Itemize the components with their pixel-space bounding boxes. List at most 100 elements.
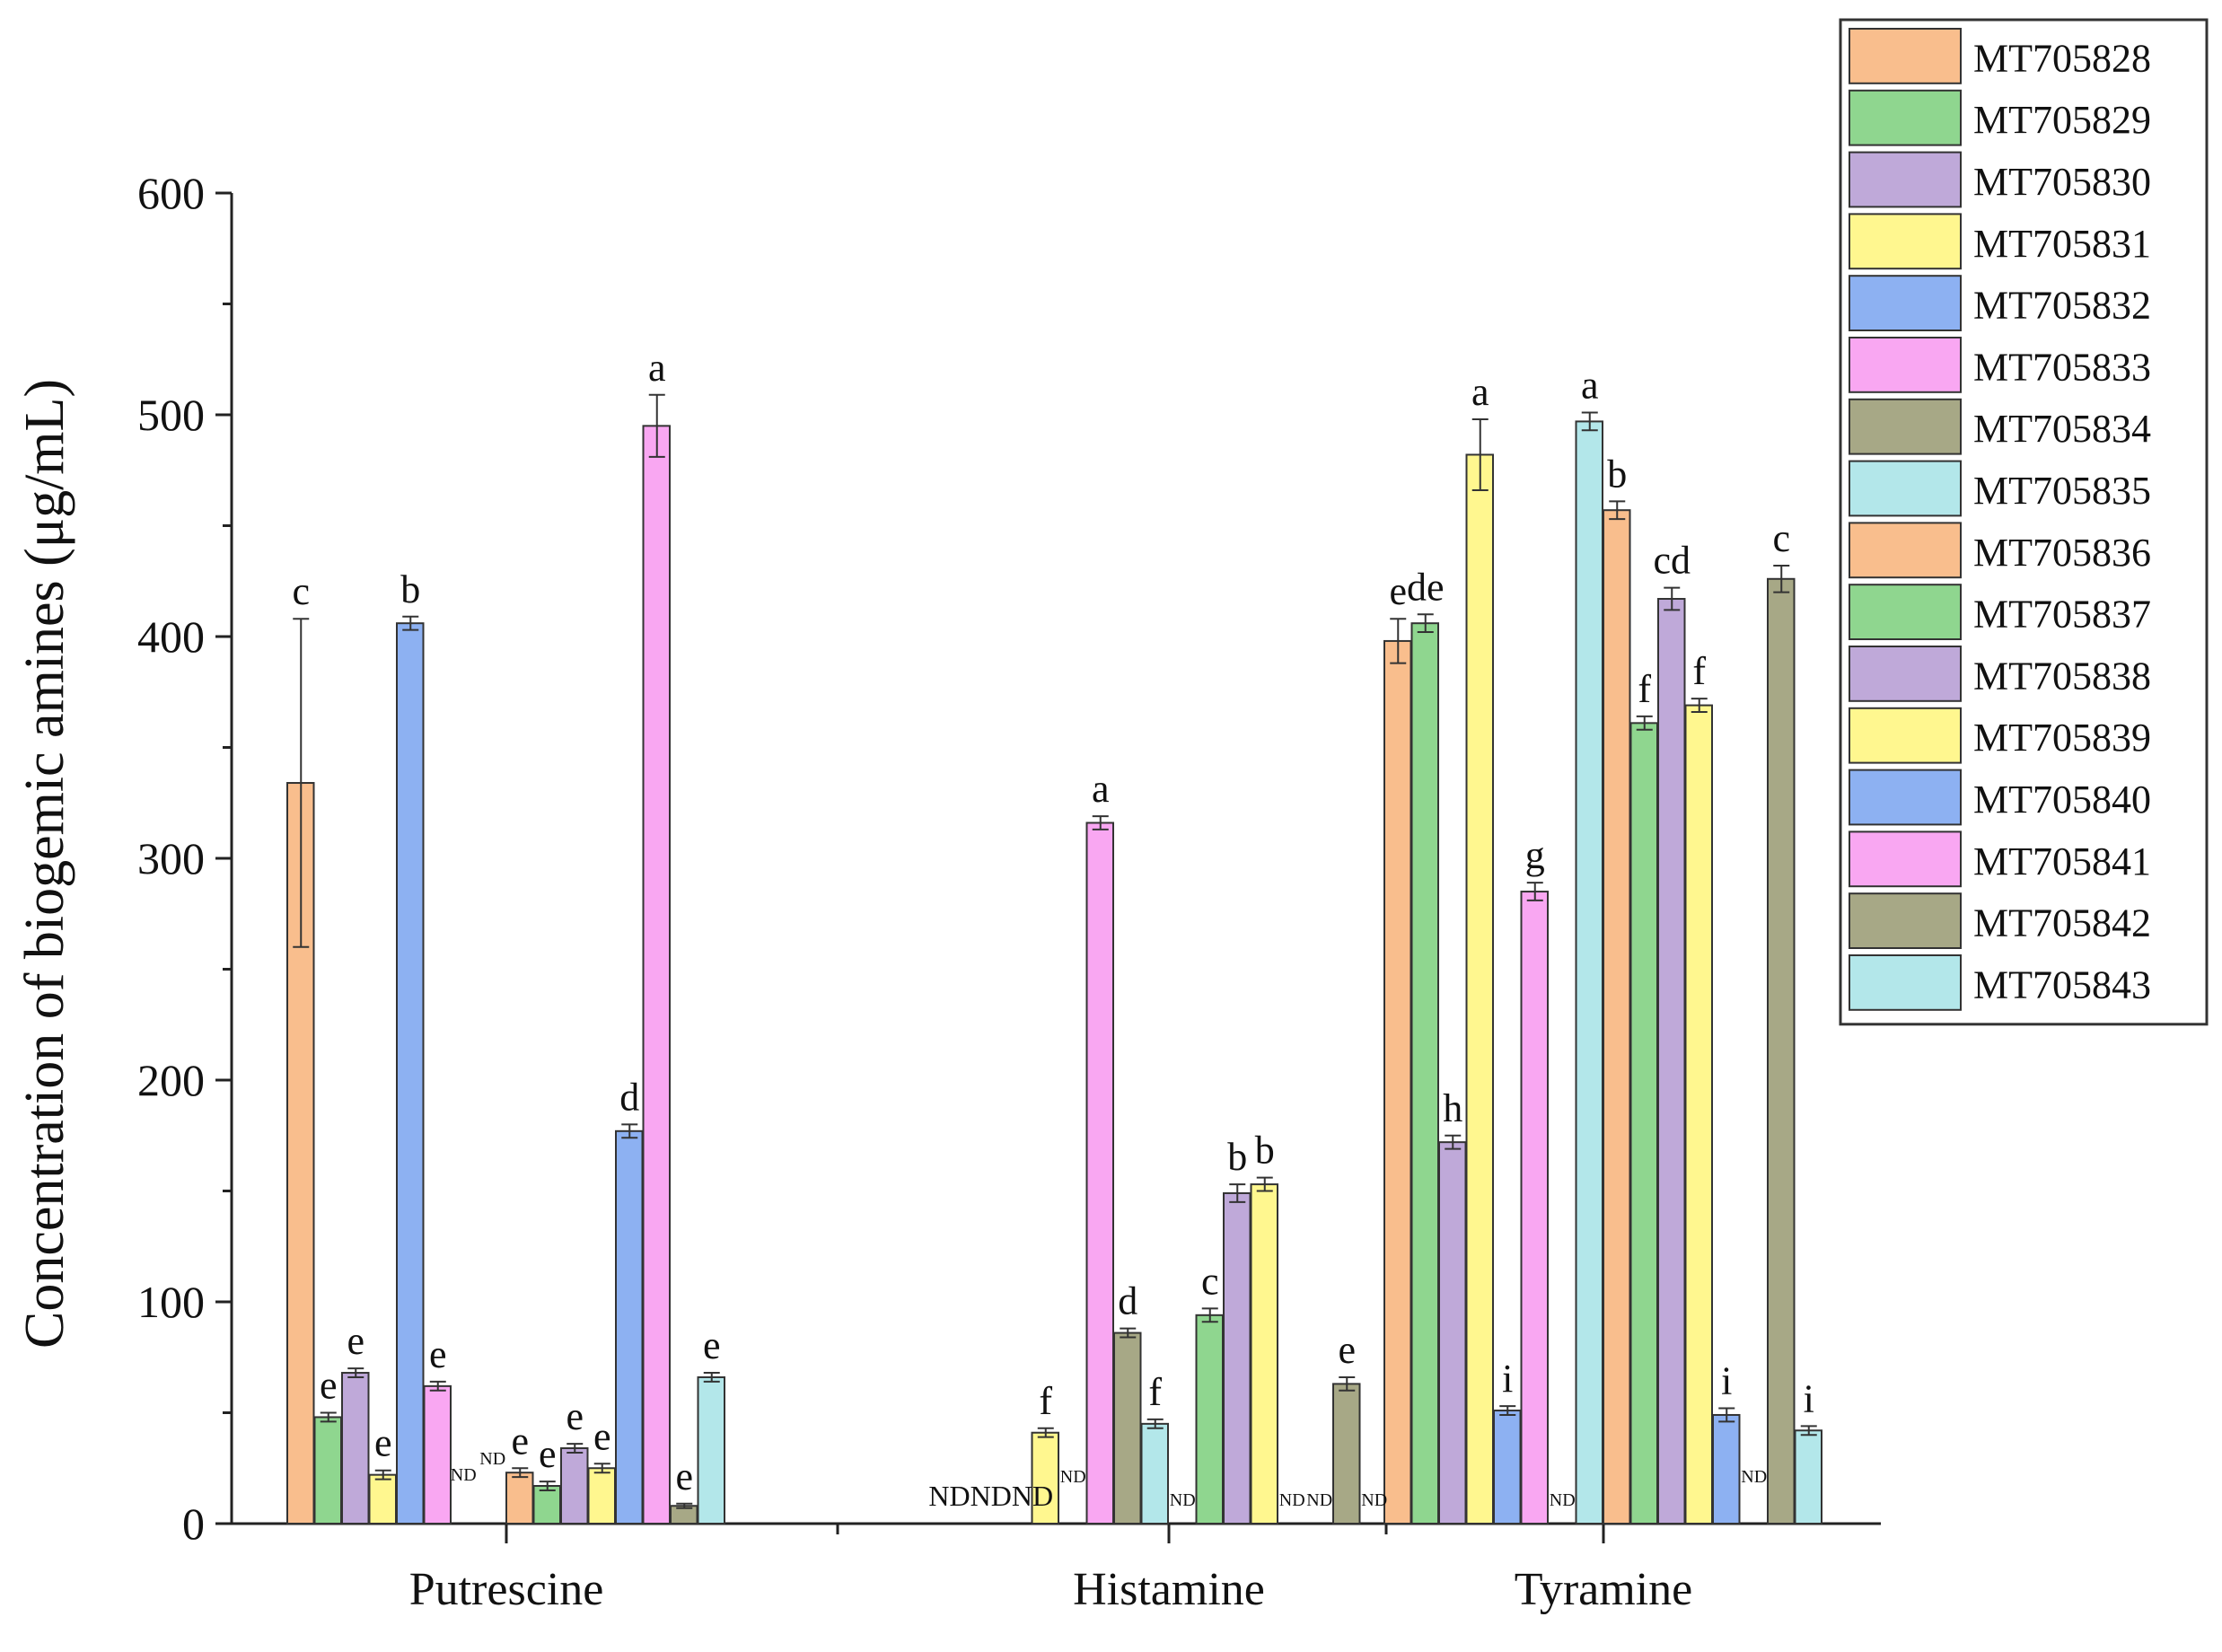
legend-swatch <box>1849 707 1962 764</box>
significance-label: cd <box>1653 539 1691 583</box>
y-tick-label: 400 <box>137 611 205 662</box>
bar <box>587 1467 616 1525</box>
significance-label: b <box>1227 1135 1247 1179</box>
legend-swatch <box>1849 337 1962 393</box>
legend-entry-label: MT705837 <box>1973 593 2151 637</box>
significance-label: f <box>1692 649 1706 693</box>
nd-label: ND <box>1741 1467 1767 1487</box>
legend-swatch <box>1849 892 1962 950</box>
significance-label: a <box>1471 370 1489 414</box>
significance-label: i <box>1502 1357 1513 1401</box>
legend-swatch <box>1849 89 1962 146</box>
y-tick-label: 500 <box>137 390 205 440</box>
legend-swatch <box>1849 769 1962 826</box>
significance-label: i <box>1721 1359 1732 1403</box>
significance-label: b <box>1255 1129 1275 1173</box>
legend-swatch <box>1849 213 1962 270</box>
significance-label: f <box>1638 667 1651 711</box>
y-tick-label: 300 <box>137 833 205 883</box>
legend-swatch <box>1849 584 1962 641</box>
legend-entry-label: MT705828 <box>1973 36 2151 80</box>
significance-label: b <box>400 567 420 611</box>
significance-label: e <box>675 1454 693 1498</box>
legend-swatch <box>1849 522 1962 579</box>
nd-label: ND <box>451 1465 477 1485</box>
bar <box>1767 577 1796 1525</box>
bar <box>1438 1141 1467 1525</box>
bar <box>1493 1410 1522 1525</box>
x-category-label: Putrescine <box>409 1564 604 1615</box>
significance-label: b <box>1607 452 1627 496</box>
legend-swatch <box>1849 28 1962 84</box>
significance-label: a <box>1581 364 1599 408</box>
bar <box>505 1472 534 1525</box>
bar <box>1085 822 1114 1525</box>
bar <box>1629 722 1658 1525</box>
nd-label: ND <box>1279 1490 1305 1510</box>
nd-label: ND <box>1361 1490 1387 1510</box>
bar <box>368 1473 397 1525</box>
legend-entry-label: MT705834 <box>1973 407 2151 451</box>
significance-label: e <box>347 1319 364 1363</box>
bar <box>396 622 425 1525</box>
bar <box>1684 704 1713 1525</box>
legend-entry-label: MT705840 <box>1973 778 2151 822</box>
significance-label: h <box>1443 1086 1462 1130</box>
bar <box>1113 1331 1142 1525</box>
bar <box>532 1485 561 1525</box>
bar <box>1712 1413 1741 1525</box>
bar <box>423 1384 452 1525</box>
y-tick-label: 600 <box>137 168 205 218</box>
significance-label: e <box>593 1414 611 1458</box>
bar <box>1465 453 1494 1525</box>
legend-swatch <box>1849 151 1962 208</box>
legend-entry-label: MT705832 <box>1973 284 2151 328</box>
bar <box>1794 1429 1822 1525</box>
x-category-label: Histamine <box>1073 1564 1265 1615</box>
significance-label: a <box>648 346 666 390</box>
bar <box>1657 598 1686 1525</box>
bar <box>1575 420 1603 1525</box>
significance-label: e <box>511 1419 529 1463</box>
legend-entry-label: MT705841 <box>1973 839 2151 883</box>
x-category-label: Tyramine <box>1515 1564 1693 1615</box>
legend-entry-label: MT705830 <box>1973 160 2151 204</box>
legend-entry-label: MT705831 <box>1973 222 2151 266</box>
legend-swatch <box>1849 646 1962 702</box>
significance-label: e <box>320 1364 338 1408</box>
bar <box>1140 1422 1169 1525</box>
bar <box>1223 1191 1252 1525</box>
y-tick-label: 100 <box>137 1277 205 1327</box>
bar <box>1410 622 1439 1525</box>
bar <box>615 1129 644 1525</box>
significance-label: e <box>539 1432 557 1476</box>
bar <box>1520 891 1549 1525</box>
y-tick-label: 200 <box>137 1055 205 1105</box>
significance-label: de <box>1407 565 1445 609</box>
significance-label: e <box>1338 1328 1356 1372</box>
nd-label: ND <box>479 1449 505 1469</box>
bar <box>560 1447 589 1525</box>
y-axis-title: Concentration of biogemic amines (μg/mL) <box>14 379 75 1349</box>
legend-entry-label: MT705833 <box>1973 345 2151 389</box>
significance-label: f <box>1148 1370 1162 1414</box>
legend-swatch <box>1849 830 1962 888</box>
legend-swatch <box>1849 460 1962 517</box>
legend-swatch <box>1849 954 1962 1011</box>
bar <box>1603 509 1631 1525</box>
bar <box>1250 1183 1278 1525</box>
significance-label: e <box>703 1323 721 1367</box>
nd-label: ND <box>1306 1490 1332 1510</box>
nd-label: ND <box>1060 1467 1086 1487</box>
significance-label: e <box>374 1421 392 1465</box>
bar <box>1195 1314 1224 1525</box>
bar <box>1383 639 1412 1525</box>
significance-label: d <box>1118 1279 1137 1323</box>
significance-label: c <box>292 569 310 613</box>
significance-labels-layer: c eedeehefabieagdfaebecfebcdebfdiaeeceiND… <box>292 346 1814 1512</box>
legend-entry-label: MT705836 <box>1973 531 2151 575</box>
significance-label: f <box>1039 1379 1052 1423</box>
nd-label: ND <box>1550 1490 1576 1510</box>
axes-layer: 0 100 200 300 400 500 600 Putrescine Histamine Ty… <box>137 168 1881 1615</box>
